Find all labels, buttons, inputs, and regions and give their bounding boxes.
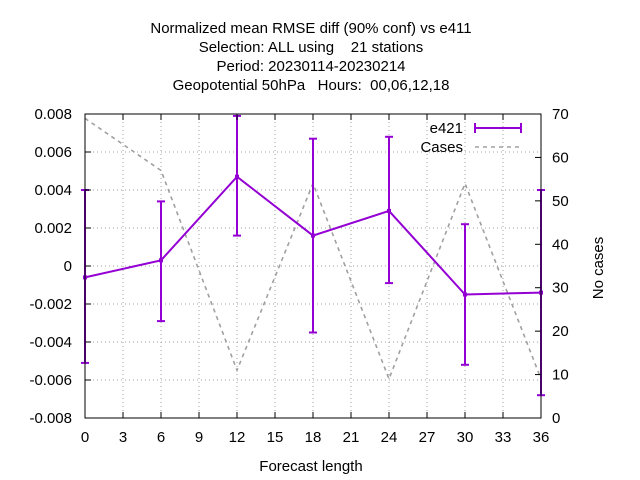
y-tick-label: -0.002 <box>29 296 72 313</box>
y2-tick-label: 70 <box>552 106 569 123</box>
data-point <box>159 258 163 263</box>
title-line-3: Period: 20230114-20230214 <box>216 58 405 75</box>
data-point <box>311 233 315 238</box>
x-axis-label: Forecast length <box>259 458 362 475</box>
x-tick-label: 24 <box>381 429 398 446</box>
y-tick-label: 0.006 <box>34 144 72 161</box>
x-tick-label: 36 <box>533 429 550 446</box>
x-tick-label: 0 <box>81 429 89 446</box>
title-line-2: Selection: ALL using 21 stations <box>199 39 424 56</box>
e421-series <box>81 114 545 397</box>
y-tick-label: -0.004 <box>29 334 72 351</box>
x-tick-label: 9 <box>195 429 203 446</box>
y-tick-label: -0.008 <box>29 410 72 427</box>
y-tick-label: 0.002 <box>34 220 72 237</box>
x-tick-label: 15 <box>267 429 284 446</box>
data-point <box>387 208 391 213</box>
x-tick-label: 33 <box>495 429 512 446</box>
y2-axis-label: No cases <box>590 237 607 300</box>
chart-title: Normalized mean RMSE diff (90% conf) vs … <box>150 20 471 94</box>
data-point <box>463 292 467 297</box>
y-tick-label: -0.006 <box>29 372 72 389</box>
x-tick-label: 21 <box>343 429 360 446</box>
y-tick-label: 0.008 <box>34 106 72 123</box>
legend-label-cases: Cases <box>420 139 463 156</box>
y2-tick-label: 40 <box>552 236 569 253</box>
x-tick-label: 18 <box>305 429 322 446</box>
tick-labels: 0 3 6 9 12 15 18 21 24 27 30 33 360.0080.0060.0040.0… <box>29 106 568 446</box>
y2-tick-label: 30 <box>552 280 569 297</box>
legend: e421 Cases <box>420 120 522 156</box>
y2-tick-label: 0 <box>552 410 560 427</box>
axes <box>84 113 542 419</box>
title-line-4: Geopotential 50hPa Hours: 00,06,12,18 <box>173 77 450 94</box>
y-tick-label: 0.004 <box>34 182 72 199</box>
title-line-1: Normalized mean RMSE diff (90% conf) vs … <box>150 20 471 37</box>
y2-tick-label: 60 <box>552 149 569 166</box>
x-tick-label: 3 <box>119 429 127 446</box>
y2-tick-label: 20 <box>552 323 569 340</box>
legend-label-e421: e421 <box>430 120 463 137</box>
x-tick-label: 6 <box>157 429 165 446</box>
x-tick-label: 30 <box>457 429 474 446</box>
y2-tick-label: 10 <box>552 367 569 384</box>
y-tick-label: 0 <box>64 258 72 275</box>
data-point <box>235 174 239 179</box>
x-tick-label: 12 <box>229 429 246 446</box>
y2-tick-label: 50 <box>552 193 569 210</box>
x-tick-label: 27 <box>419 429 436 446</box>
